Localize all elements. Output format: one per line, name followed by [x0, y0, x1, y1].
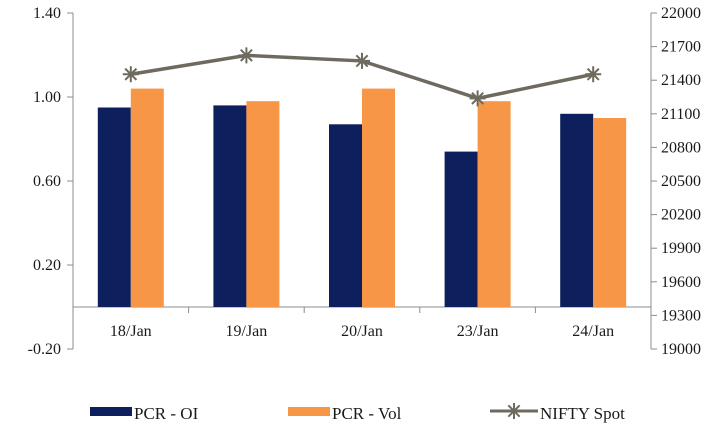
bar-pcr-oi-19-jan [213, 105, 247, 308]
bar-pcr-oi-24-jan [560, 113, 594, 307]
bars-layer [97, 88, 627, 308]
category-label: 20/Jan [341, 323, 383, 340]
line-layer [122, 47, 602, 107]
right-axis-tick-label: 19600 [661, 274, 701, 291]
nifty-spot-marker-20-jan [354, 52, 370, 69]
right-axis-tick-label: 21100 [661, 106, 700, 123]
bar-pcr-vol-18-jan [130, 88, 164, 307]
bar-pcr-oi-23-jan [444, 151, 478, 307]
bar-pcr-oi-20-jan [329, 124, 362, 307]
right-axis-tick-label: 22000 [661, 5, 701, 22]
category-label: 19/Jan [226, 323, 268, 340]
bar-pcr-oi-18-jan [97, 107, 131, 307]
left-axis-tick-label: 1.00 [33, 89, 61, 106]
bar-pcr-vol-20-jan [362, 88, 395, 307]
legend-swatch-1 [288, 407, 330, 416]
right-axis-tick-label: 20200 [661, 207, 701, 224]
nifty-spot-marker-24-jan [585, 66, 602, 83]
left-axis-tick-label: -0.20 [28, 341, 61, 358]
nifty-spot-marker-19-jan [238, 47, 255, 64]
right-axis-tick-label: 21700 [661, 39, 701, 56]
right-axis-tick-label: 20800 [661, 139, 701, 156]
legend-label-0: PCR - OI [134, 404, 199, 423]
right-axis-tick-label: 21400 [661, 72, 701, 89]
left-axis-tick-label: 0.60 [33, 173, 61, 190]
legend-star-2 [506, 403, 522, 419]
right-axis-tick-label: 20500 [661, 173, 701, 190]
category-labels-layer: 18/Jan 19/Jan 20/Jan 23/Jan 24/Jan [110, 323, 614, 340]
nifty-spot-marker-18-jan [122, 66, 139, 83]
category-label: 24/Jan [572, 323, 614, 340]
legend-swatch-0 [90, 407, 132, 416]
right-axis-tick-label: 19300 [661, 307, 701, 324]
legend-label-2: NIFTY Spot [540, 404, 625, 423]
legend: PCR - OI PCR - Vol NIFTY Spot [90, 403, 625, 423]
category-label: 23/Jan [457, 323, 499, 340]
bar-pcr-vol-24-jan [593, 118, 627, 307]
nifty-spot-marker-23-jan [469, 90, 486, 107]
legend-label-1: PCR - Vol [332, 404, 402, 423]
bar-pcr-vol-19-jan [246, 101, 280, 307]
left-axis-tick-label: 0.20 [33, 257, 61, 274]
category-label: 18/Jan [110, 323, 152, 340]
right-axis-tick-label: 19900 [661, 240, 701, 257]
left-axis-tick-label: 1.40 [33, 5, 61, 22]
bar-pcr-vol-23-jan [477, 101, 511, 307]
right-axis-tick-label: 19000 [661, 341, 701, 358]
axes-layer: -0.20 0.20 0.60 1.00 1.40 19000 19300 19600 1990… [28, 5, 701, 358]
